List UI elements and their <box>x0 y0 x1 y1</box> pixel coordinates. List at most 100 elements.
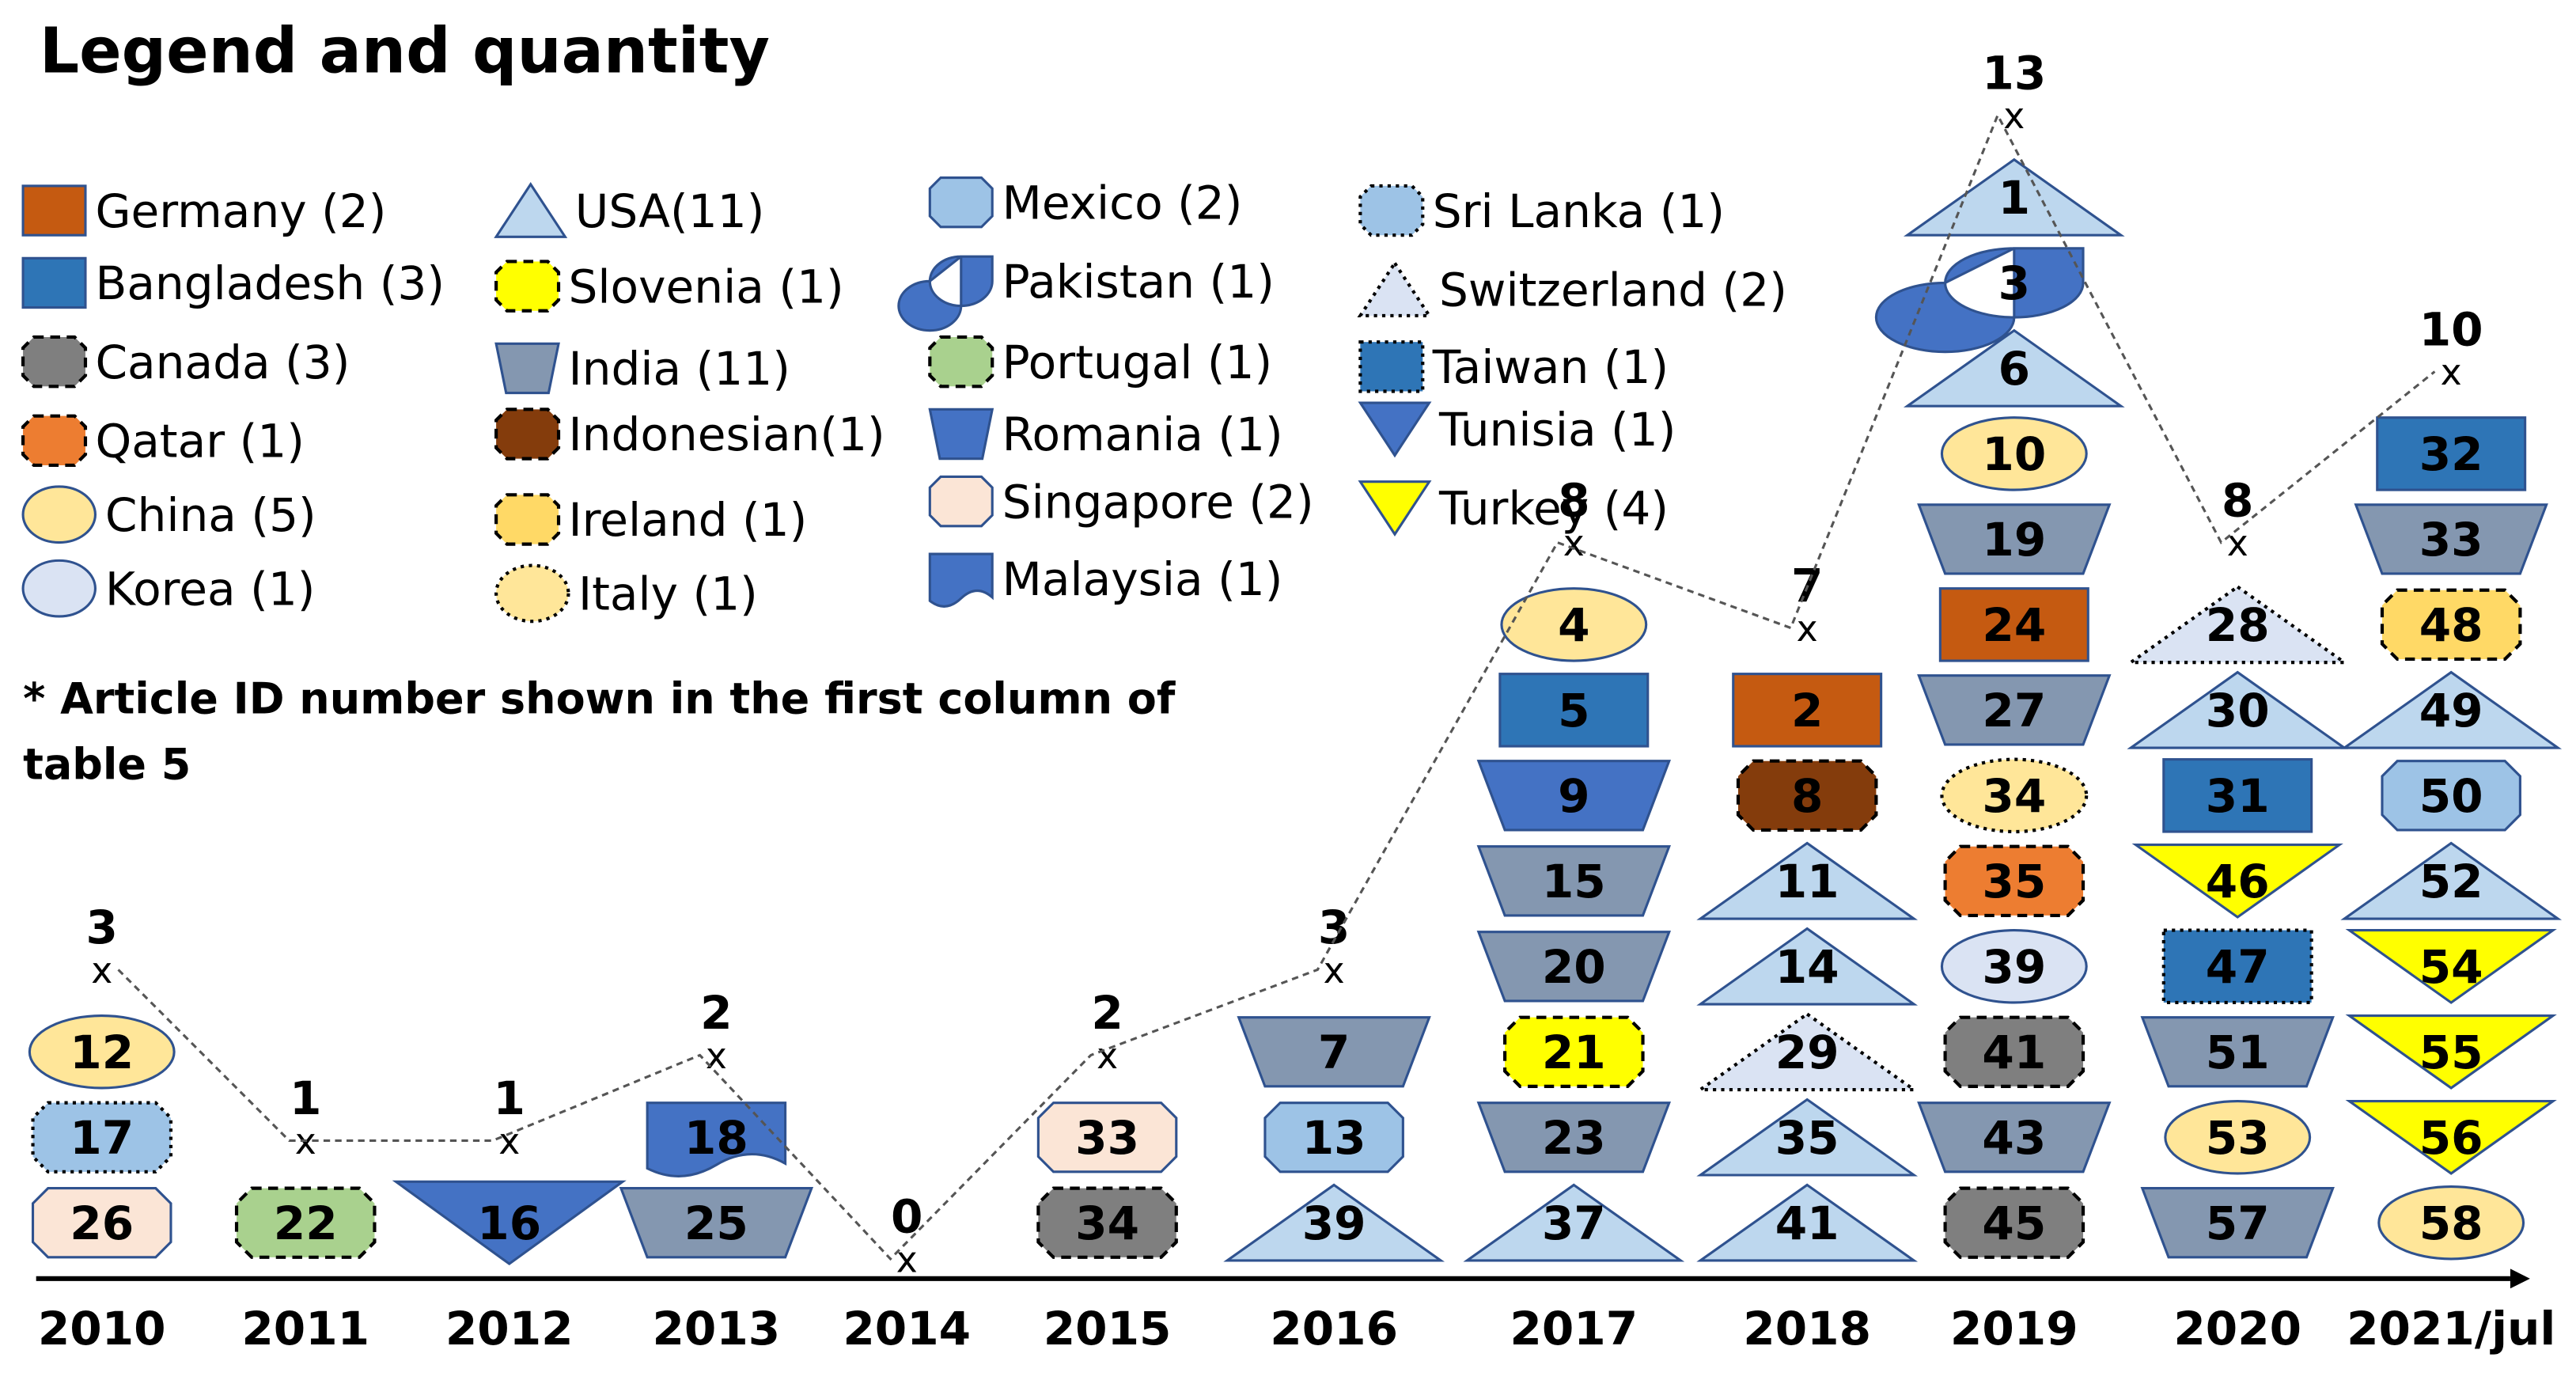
data-label-id: 33 <box>1075 1111 1139 1165</box>
data-label-id: 20 <box>1542 940 1606 994</box>
legend-label-romania: Romania (1) <box>1002 408 1283 461</box>
data-label-id: 41 <box>1775 1196 1839 1250</box>
data-mark-turkey <box>2345 1014 2557 1090</box>
data-label-id: 39 <box>1302 1196 1366 1250</box>
data-mark-malaysia <box>646 1102 787 1177</box>
total-marker: x <box>91 950 112 992</box>
total-marker: x <box>1797 608 1818 650</box>
x-tick-label: 2010 <box>38 1302 166 1356</box>
data-mark-india <box>2354 503 2548 575</box>
data-label-id: 27 <box>1982 684 2046 738</box>
data-mark-canada <box>1036 1186 1178 1259</box>
legend-swatch-italy <box>494 563 570 624</box>
legend-label-srilanka: Sri Lanka (1) <box>1433 184 1725 238</box>
data-mark-china <box>1940 416 2088 491</box>
data-mark-germany <box>1732 673 1883 748</box>
data-label-id: 24 <box>1982 598 2046 652</box>
data-mark-germany <box>1938 587 2089 662</box>
data-mark-singapore <box>1036 1102 1178 1174</box>
data-label-id: 43 <box>1982 1111 2046 1165</box>
total-marker: x <box>706 1035 727 1077</box>
data-label-id: 17 <box>70 1111 134 1165</box>
x-tick-label: 2016 <box>1270 1302 1398 1356</box>
data-label-id: 29 <box>1775 1026 1839 1079</box>
legend-swatch-malaysia <box>928 552 994 608</box>
total-label: 8 <box>2222 473 2253 527</box>
x-tick-label: 2013 <box>652 1302 780 1356</box>
data-label-id: 8 <box>1791 769 1823 823</box>
legend-label-indonesia: Indonesian(1) <box>568 408 885 461</box>
note-line-1: * Article ID number shown in the first c… <box>23 673 1176 723</box>
legend-swatch-tunisia <box>1358 401 1432 458</box>
data-mark-china <box>1500 587 1648 662</box>
total-label: 2 <box>1091 986 1123 1040</box>
data-label-id: 1 <box>1998 171 2030 225</box>
data-mark-taiwan <box>2161 928 2313 1005</box>
data-label-id: 35 <box>1775 1111 1839 1165</box>
data-mark-usa <box>1696 927 1919 1006</box>
legend-swatch-slovenia <box>494 260 561 313</box>
total-label: 8 <box>1558 473 1589 527</box>
legend-label-qatar: Qatar (1) <box>95 415 304 468</box>
data-label-id: 16 <box>477 1196 541 1250</box>
data-label-id: 23 <box>1542 1111 1606 1165</box>
legend-swatch-indonesia <box>494 408 561 461</box>
legend-label-bangladesh: Bangladesh (3) <box>95 256 445 310</box>
data-label-id: 55 <box>2419 1026 2483 1079</box>
data-mark-india <box>1237 1016 1431 1088</box>
data-label-id: 51 <box>2206 1026 2270 1079</box>
data-label-id: 7 <box>1318 1026 1350 1079</box>
data-label-id: 57 <box>2206 1196 2270 1250</box>
data-mark-canada <box>1943 1015 2085 1088</box>
data-label-id: 48 <box>2419 598 2483 652</box>
legend-swatch-romania <box>928 408 994 461</box>
data-label-id: 22 <box>274 1196 338 1250</box>
data-label-id: 32 <box>2419 427 2483 481</box>
x-tick-label: 2011 <box>241 1302 369 1356</box>
data-mark-india <box>619 1187 814 1259</box>
data-label-id: 56 <box>2419 1111 2483 1165</box>
data-label-id: 41 <box>1982 1026 2046 1079</box>
x-tick-label: 2019 <box>1950 1302 2078 1356</box>
data-mark-usa <box>1903 328 2125 408</box>
legend: Germany (2) Bangladesh (3) Canada (3) Qatar… <box>21 176 1787 624</box>
data-mark-india <box>2140 1016 2335 1088</box>
data-label-id: 31 <box>2206 769 2270 823</box>
data-mark-romania <box>1476 760 1672 832</box>
data-label-id: 21 <box>1542 1026 1606 1079</box>
x-tick-label: 2015 <box>1044 1302 1172 1356</box>
legend-label-portugal: Portugal (1) <box>1002 336 1273 389</box>
legend-swatch-switzerland <box>1357 260 1433 318</box>
legend-swatch-taiwan <box>1358 340 1425 393</box>
legend-swatch-bangladesh <box>21 256 87 309</box>
legend-swatch-portugal <box>928 335 994 389</box>
legend-swatch-usa <box>494 182 568 238</box>
total-label: 3 <box>1318 901 1350 954</box>
data-label-id: 10 <box>1982 427 2046 481</box>
data-label-id: 3 <box>1998 256 2030 310</box>
legend-label-canada: Canada (3) <box>95 336 350 389</box>
data-mark-switzerland <box>2125 585 2350 665</box>
data-mark-canada <box>1943 1186 2085 1259</box>
data-mark-mexico <box>2381 760 2521 832</box>
data-label-id: 49 <box>2419 684 2483 738</box>
legend-swatch-srilanka <box>1358 184 1425 237</box>
data-mark-tunisia <box>392 1180 627 1266</box>
data-mark-srilanka <box>31 1101 173 1174</box>
data-label-id: 33 <box>2419 513 2483 567</box>
legend-swatch-germany <box>21 184 87 237</box>
legend-swatch-singapore <box>928 475 994 528</box>
data-mark-usa <box>1696 1183 1919 1262</box>
data-label-id: 37 <box>1542 1196 1606 1250</box>
data-label-id: 13 <box>1302 1111 1366 1165</box>
x-tick-label: 2021/jul <box>2347 1302 2555 1356</box>
total-label: 0 <box>891 1190 922 1244</box>
legend-swatch-mexico <box>928 176 994 229</box>
legend-label-pakistan: Pakistan (1) <box>1002 255 1275 309</box>
data-label-id: 28 <box>2206 598 2270 652</box>
legend-label-mexico: Mexico (2) <box>1002 176 1243 229</box>
data-label-id: 35 <box>1982 855 2046 908</box>
data-mark-china <box>28 1014 176 1090</box>
legend-swatch-ireland <box>494 493 561 546</box>
data-label-id: 2 <box>1791 684 1823 738</box>
